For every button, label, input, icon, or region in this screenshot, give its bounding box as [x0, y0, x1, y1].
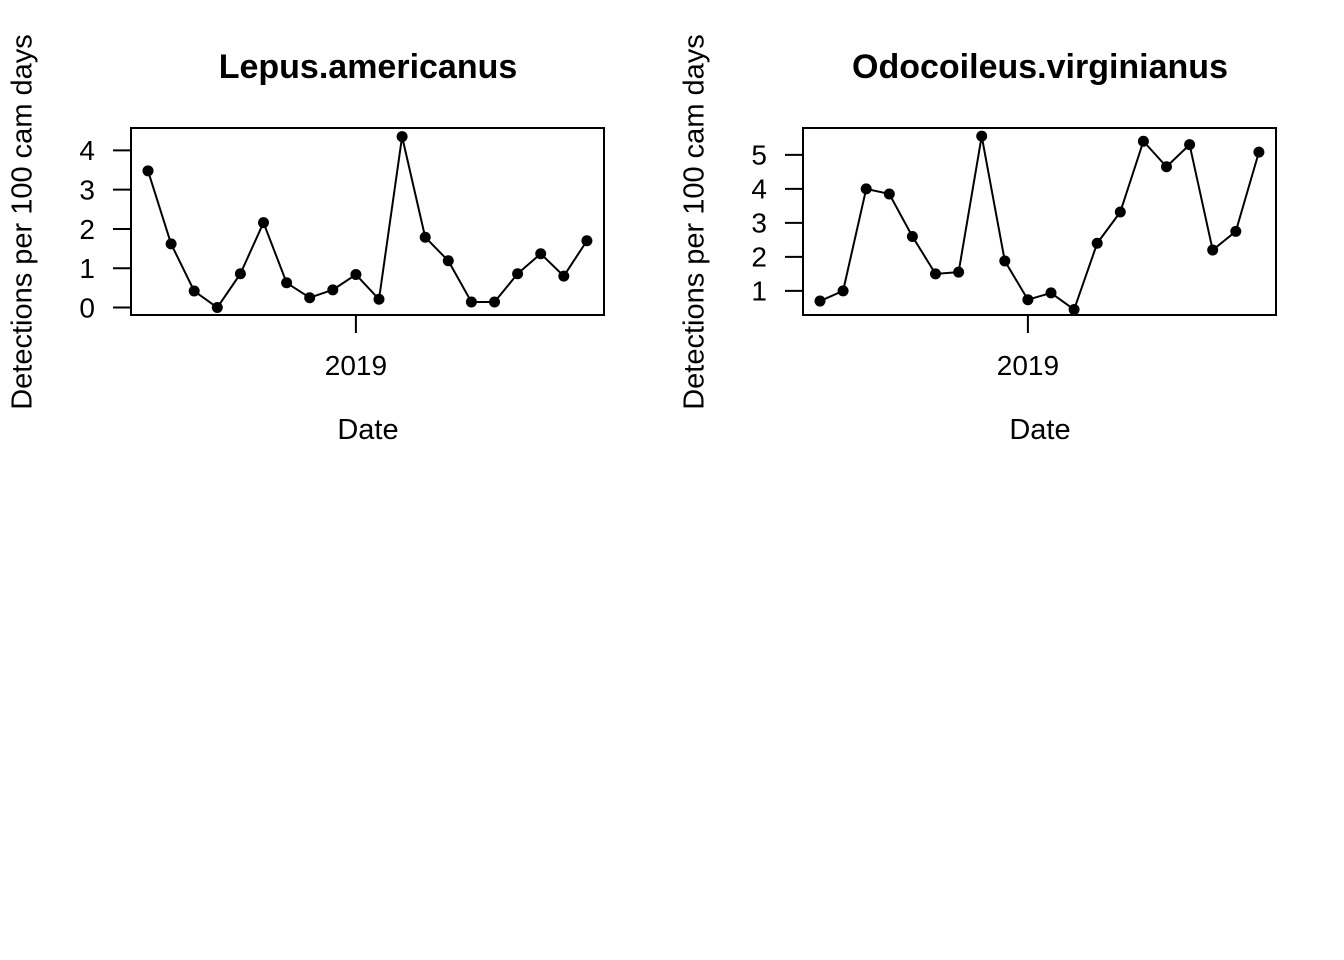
x-tick-label: 2019 — [325, 350, 387, 381]
data-point — [860, 183, 872, 195]
data-point — [211, 302, 223, 314]
plot-box — [802, 127, 1277, 316]
data-point — [1137, 135, 1149, 147]
data-point — [1022, 294, 1034, 306]
data-point — [465, 296, 477, 308]
data-point — [258, 217, 269, 229]
data-point — [1253, 146, 1265, 158]
y-tick-label: 1 — [79, 253, 95, 284]
data-point — [419, 231, 431, 243]
chart-title: Odocoileus.virginianus — [852, 48, 1228, 86]
data-point — [281, 277, 293, 289]
data-point — [814, 295, 826, 307]
data-point — [535, 248, 547, 260]
data-point — [558, 270, 570, 282]
x-axis-label: Date — [337, 414, 399, 446]
data-point — [953, 266, 965, 278]
y-tick-label: 3 — [751, 208, 767, 239]
y-tick-label: 3 — [79, 174, 95, 205]
y-tick-label: 5 — [751, 140, 767, 171]
data-point — [373, 293, 385, 305]
data-point — [581, 235, 593, 247]
data-point — [396, 131, 408, 143]
data-point — [1207, 244, 1219, 256]
y-tick-label: 2 — [79, 214, 95, 245]
data-point — [1161, 161, 1172, 173]
data-point — [1230, 225, 1242, 237]
data-point — [1184, 139, 1196, 151]
data-point — [442, 255, 454, 267]
data-point — [1068, 304, 1080, 316]
x-axis-label: Date — [1009, 414, 1071, 446]
data-point — [512, 268, 524, 280]
x-tick-label: 2019 — [997, 350, 1059, 381]
data-point — [165, 238, 177, 250]
plot-box — [130, 127, 605, 316]
data-point — [489, 296, 500, 308]
y-tick-label: 4 — [751, 174, 767, 205]
data-point — [906, 230, 918, 242]
data-point — [304, 292, 316, 304]
data-point — [234, 268, 246, 280]
data-point — [883, 188, 895, 200]
data-point — [976, 130, 988, 142]
data-point — [1114, 206, 1126, 218]
data-point — [999, 255, 1011, 267]
chart-title: Lepus.americanus — [218, 48, 518, 86]
data-point — [327, 284, 339, 296]
y-tick-label: 2 — [751, 242, 767, 273]
chart-lepus-americanus: Lepus.americanus Detections per 100 cam … — [0, 0, 672, 480]
data-point — [188, 285, 200, 297]
data-point — [1045, 287, 1057, 299]
data-point — [350, 269, 362, 281]
y-tick-label: 0 — [79, 292, 95, 323]
y-tick-label: 4 — [79, 135, 95, 166]
data-line — [819, 135, 1260, 311]
data-point — [1091, 237, 1103, 249]
data-point — [930, 268, 941, 280]
plot-area: 0 1 2 3 4 2019 — [79, 127, 605, 381]
data-point — [837, 285, 849, 297]
data-line — [147, 135, 588, 309]
data-point — [142, 165, 154, 177]
chart-odocoileus-virginianus: Odocoileus.virginianus Detections per 10… — [672, 0, 1344, 480]
y-tick-label: 1 — [751, 276, 767, 307]
